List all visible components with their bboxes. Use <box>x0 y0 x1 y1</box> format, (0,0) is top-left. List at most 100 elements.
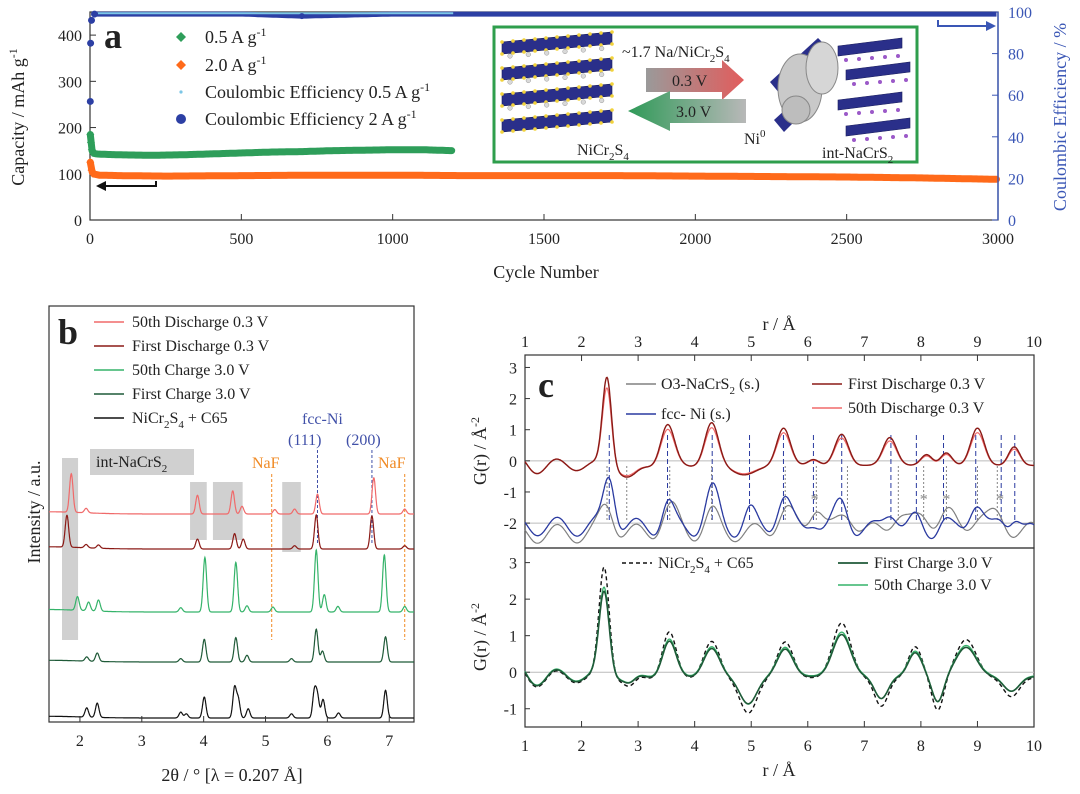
sulfur-atom <box>610 120 614 124</box>
panel-c-x-tick-label: 1 <box>521 738 529 755</box>
panel-a-x-tick-label: 500 <box>229 231 253 248</box>
sodium-atom <box>904 78 908 82</box>
legend-label-pristine: NiCr2S4 + C65 <box>132 410 228 431</box>
sulfur-atom <box>599 43 603 47</box>
panel-a-x-tick-label: 2000 <box>679 231 711 248</box>
ce-20-point <box>87 39 95 47</box>
legend-marker-05 <box>176 32 186 42</box>
panel-c-top-x-tick-label: 10 <box>1026 334 1042 351</box>
naf-label-2: NaF <box>378 455 406 472</box>
sulfur-atom <box>511 65 515 69</box>
sulfur-atom <box>577 85 581 89</box>
sulfur-atom <box>588 58 592 62</box>
sulfur-atom <box>599 31 603 35</box>
sulfur-atom <box>511 91 515 95</box>
legend-label-dis1: First Discharge 0.3 V <box>132 338 270 355</box>
sulfur-atom <box>555 113 559 117</box>
sulfur-atom <box>577 33 581 37</box>
sulfur-atom <box>599 57 603 61</box>
sodium-atom <box>896 54 900 58</box>
sulfur-atom <box>522 76 526 80</box>
sulfur-atom <box>566 46 570 50</box>
panel-a-y2-tick-label: 0 <box>1008 213 1016 230</box>
panel-b-x-ticks: 2 3 4 5 6 7 <box>76 716 393 750</box>
sulfur-atom <box>500 118 504 122</box>
ni-atom <box>507 53 513 59</box>
right-axis-arrow <box>937 20 990 27</box>
sulfur-atom <box>588 84 592 88</box>
sulfur-atom <box>577 97 581 101</box>
sodium-atom <box>883 55 887 59</box>
panel-c-top-x-tick-label: 7 <box>860 334 868 351</box>
sodium-atom <box>891 135 895 139</box>
panel-b-x-tick-label: 3 <box>138 733 146 750</box>
sulfur-atom <box>588 96 592 100</box>
sulfur-atom <box>566 86 570 90</box>
legend-label-c-ch50: 50th Charge 3.0 V <box>874 577 992 594</box>
upper-y-tick-label: 3 <box>509 360 517 377</box>
panel-c-top-x-tick-label: 4 <box>691 334 699 351</box>
panel-a-y-label: Capacity / mAh g-1 <box>6 48 28 185</box>
sulfur-atom <box>544 88 548 92</box>
lower-y-tick-label: 0 <box>509 665 517 682</box>
sulfur-atom <box>566 34 570 38</box>
sulfur-atom <box>599 109 603 113</box>
xrd-trace <box>49 628 414 663</box>
sodium-atom <box>852 82 856 86</box>
sodium-atom <box>878 80 882 84</box>
panel-c-x-ticks: 1 1 2 2 3 3 4 4 5 5 6 6 7 7 8 8 9 9 10 10 <box>521 334 1042 755</box>
panel-c-x-label: r / Å <box>763 760 796 780</box>
panel-b-x-tick-label: 5 <box>262 733 270 750</box>
sodium-atom <box>865 137 869 141</box>
naf-label-1: NaF <box>252 455 280 472</box>
panel-c-x-tick-label: 10 <box>1026 738 1042 755</box>
right-axis-arrowhead <box>986 21 996 31</box>
legend-label-ch50: 50th Charge 3.0 V <box>132 362 250 379</box>
sulfur-atom <box>599 121 603 125</box>
legend-marker-20 <box>176 60 186 70</box>
panel-c-x-tick-label: 7 <box>860 738 868 755</box>
ni-atom <box>580 73 586 79</box>
sulfur-atom <box>588 44 592 48</box>
fcc-111-label: (111) <box>288 432 321 449</box>
o3-nacrs2-curve <box>524 500 1035 544</box>
panel-c-x-tick-label: 3 <box>634 738 642 755</box>
panel-a-y2-label: Coulombic Efficiency / % <box>1050 23 1070 211</box>
nacrs2-layer <box>845 61 911 81</box>
sulfur-atom <box>599 69 603 73</box>
legend-label-ce05: Coulombic Efficiency 0.5 A g-1 <box>205 80 430 102</box>
capacity-05-point <box>86 130 95 139</box>
panel-c-top-x-tick-label: 8 <box>917 334 925 351</box>
sulfur-atom <box>566 60 570 64</box>
panel-c-x-tick-label: 6 <box>804 738 812 755</box>
capacity-20-point <box>86 158 95 167</box>
sulfur-atom <box>500 40 504 44</box>
xrd-trace <box>49 548 414 613</box>
sulfur-atom <box>500 66 504 70</box>
inset-ni-label: Ni0 <box>744 128 766 148</box>
sulfur-atom <box>511 39 515 43</box>
structure-inset: ~1.7 Na/NiCr2S4 0.3 V 3.0 V NiCr2S4 Ni0 … <box>492 25 919 166</box>
asterisk-marker: * <box>920 491 928 508</box>
ni-atom <box>525 51 531 58</box>
panel-c-x-tick-label: 4 <box>691 738 699 755</box>
sodium-atom <box>896 108 900 112</box>
ni-atom <box>544 50 550 56</box>
sulfur-atom <box>544 114 548 118</box>
capacity-20-point <box>89 169 98 178</box>
fcc-200-label: (200) <box>346 432 381 449</box>
sodium-atom <box>878 136 882 140</box>
sulfur-atom <box>522 50 526 54</box>
sulfur-atom <box>588 32 592 36</box>
panel-b-x-tick-label: 7 <box>385 733 393 750</box>
sulfur-atom <box>500 92 504 96</box>
panel-b-legend: 50th Discharge 0.3 V First Discharge 0.3… <box>94 314 270 431</box>
discharge-arrow-label: 0.3 V <box>672 73 708 90</box>
shaded-region <box>282 482 301 552</box>
sulfur-atom <box>610 30 614 34</box>
inset-left-label: NiCr2S4 <box>577 142 629 163</box>
panel-b: 2 3 4 5 6 7 b 2θ / ° [λ = 0.207 Å] Intensity … <box>24 305 415 785</box>
ni-atom <box>507 79 513 85</box>
nicr2s4-structure-image <box>500 30 614 134</box>
